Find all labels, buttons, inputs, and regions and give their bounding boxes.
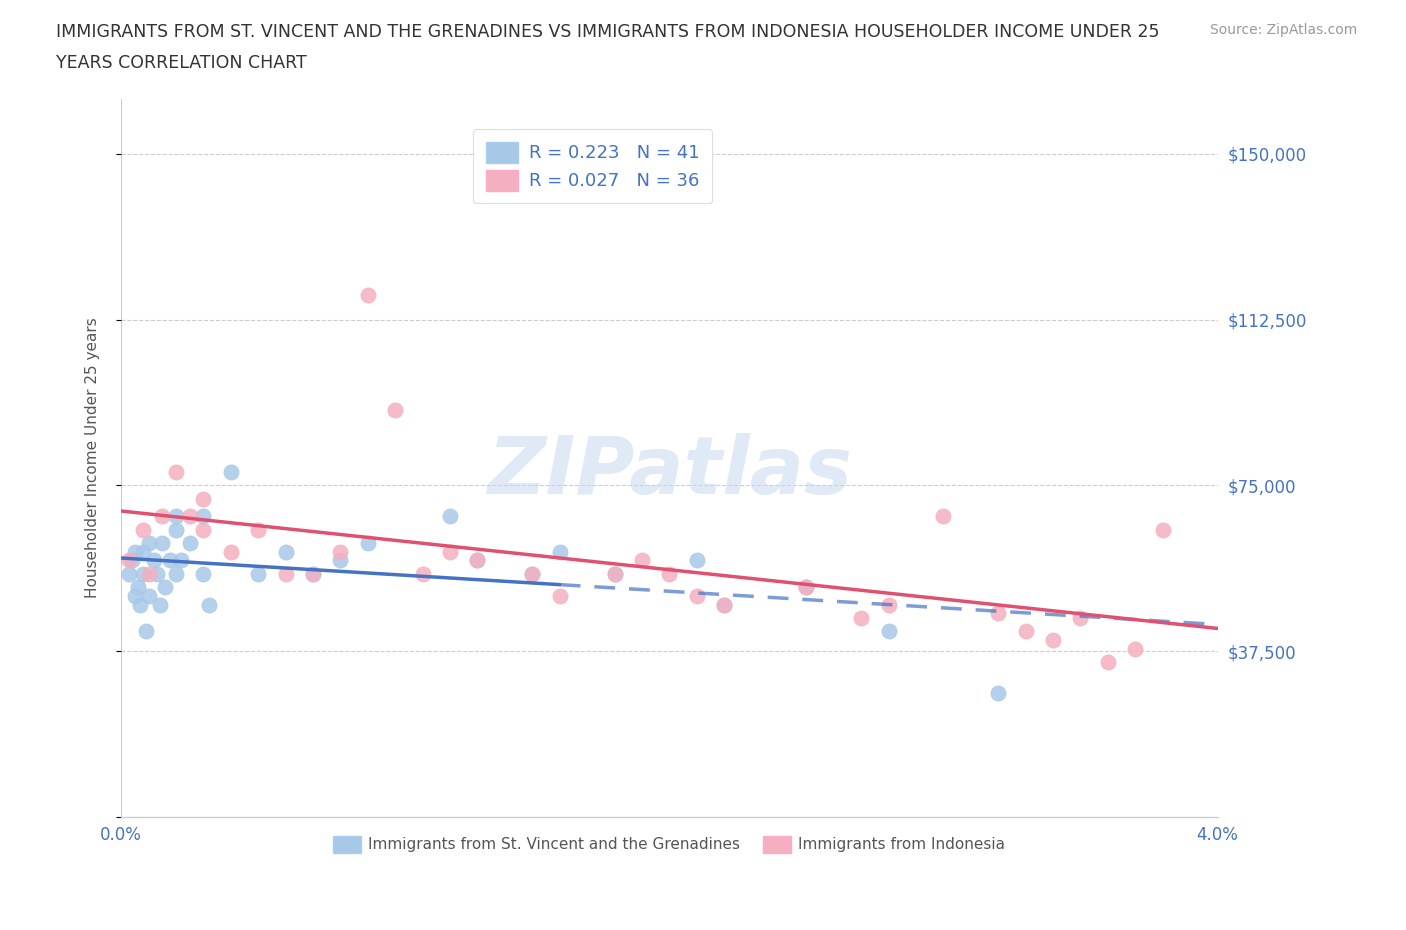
Point [412, 566, 434, 581]
Point [302, 566, 325, 581]
Point [932, 509, 955, 524]
Point [877, 624, 900, 639]
Point [439, 544, 461, 559]
Point [522, 566, 544, 581]
Point [686, 589, 709, 604]
Legend: Immigrants from St. Vincent and the Grenadines, Immigrants from Indonesia: Immigrants from St. Vincent and the Gren… [328, 830, 1011, 859]
Point [121, 553, 143, 568]
Point [193, 522, 215, 537]
Point [165, 465, 187, 480]
Point [302, 566, 325, 581]
Point [132, 544, 155, 559]
Point [127, 579, 149, 594]
Point [118, 566, 141, 581]
Point [193, 509, 215, 524]
Point [522, 566, 544, 581]
Text: YEARS CORRELATION CHART: YEARS CORRELATION CHART [56, 54, 307, 72]
Point [796, 579, 818, 594]
Point [1042, 632, 1064, 647]
Point [467, 553, 489, 568]
Point [1123, 642, 1146, 657]
Point [987, 606, 1010, 621]
Point [132, 566, 155, 581]
Point [329, 553, 352, 568]
Point [247, 566, 270, 581]
Point [170, 553, 193, 568]
Point [132, 522, 155, 537]
Point [631, 553, 654, 568]
Point [143, 553, 166, 568]
Point [247, 522, 270, 537]
Point [357, 288, 380, 303]
Point [124, 589, 146, 604]
Point [329, 544, 352, 559]
Point [129, 597, 152, 612]
Point [148, 597, 170, 612]
Point [165, 522, 187, 537]
Point [274, 544, 297, 559]
Point [987, 685, 1010, 700]
Point [603, 566, 626, 581]
Point [145, 566, 167, 581]
Point [135, 624, 157, 639]
Point [658, 566, 681, 581]
Point [138, 536, 160, 551]
Point [851, 610, 873, 625]
Point [603, 566, 626, 581]
Point [153, 579, 176, 594]
Point [165, 509, 187, 524]
Point [1152, 522, 1174, 537]
Point [467, 553, 489, 568]
Point [877, 597, 900, 612]
Point [124, 544, 146, 559]
Text: IMMIGRANTS FROM ST. VINCENT AND THE GRENADINES VS IMMIGRANTS FROM INDONESIA HOUS: IMMIGRANTS FROM ST. VINCENT AND THE GREN… [56, 23, 1160, 41]
Point [439, 509, 461, 524]
Point [219, 465, 242, 480]
Point [179, 509, 201, 524]
Point [150, 536, 173, 551]
Point [384, 403, 406, 418]
Point [548, 589, 571, 604]
Point [193, 491, 215, 506]
Point [138, 589, 160, 604]
Point [548, 544, 571, 559]
Text: ZIPatlas: ZIPatlas [486, 433, 852, 512]
Point [159, 553, 181, 568]
Point [138, 566, 160, 581]
Point [150, 509, 173, 524]
Point [713, 597, 735, 612]
Point [219, 544, 242, 559]
Point [1097, 655, 1119, 670]
Point [198, 597, 221, 612]
Text: Source: ZipAtlas.com: Source: ZipAtlas.com [1209, 23, 1357, 37]
Point [713, 597, 735, 612]
Point [179, 536, 201, 551]
Point [686, 553, 709, 568]
Y-axis label: Householder Income Under 25 years: Householder Income Under 25 years [86, 317, 100, 598]
Point [118, 553, 141, 568]
Point [274, 566, 297, 581]
Point [357, 536, 380, 551]
Point [193, 566, 215, 581]
Point [165, 566, 187, 581]
Point [1014, 624, 1036, 639]
Point [1069, 610, 1091, 625]
Point [796, 579, 818, 594]
